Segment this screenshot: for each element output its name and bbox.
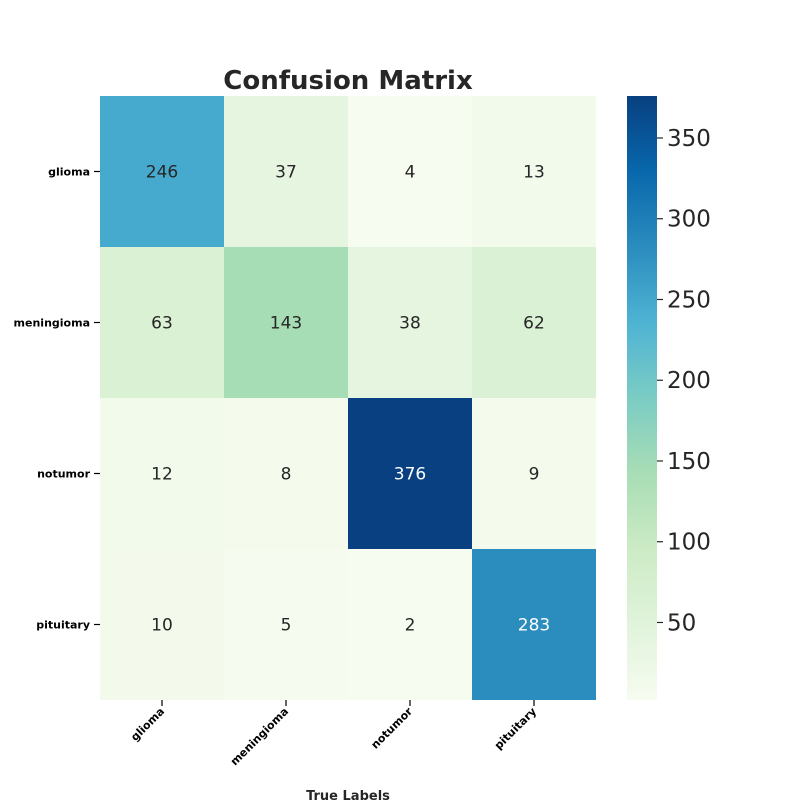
y-tick-label: notumor — [37, 468, 90, 481]
heatmap-cells: 246 37 4 13 63 143 38 62 12 8 376 9 10 5 2 283 — [100, 96, 596, 700]
heatmap-cell — [224, 96, 348, 247]
cell-value-label: 8 — [281, 465, 292, 485]
cell-value-label: 10 — [151, 616, 173, 636]
cell-value-label: 63 — [151, 314, 173, 334]
heatmap-cell — [348, 96, 472, 247]
heatmap-cell — [348, 398, 472, 549]
heatmap-cell — [224, 247, 348, 398]
chart-title: Confusion Matrix — [223, 66, 473, 96]
cell-value-label: 5 — [281, 616, 292, 636]
heatmap-cell — [100, 247, 224, 398]
cell-value-label: 4 — [405, 163, 416, 183]
cell-value-label: 246 — [146, 163, 178, 183]
heatmap-cell — [348, 549, 472, 700]
colorbar-tick-label: 50 — [667, 610, 696, 636]
cell-value-label: 37 — [275, 163, 297, 183]
cell-value-label: 376 — [394, 465, 426, 485]
colorbar-ticks: 50 100 150 200 250 300 350 — [657, 126, 711, 636]
x-axis-ticks: glioma meningioma notumor pituitary — [128, 700, 539, 768]
cell-value-label: 62 — [523, 314, 545, 334]
cell-value-label: 12 — [151, 465, 173, 485]
colorbar-tick-label: 200 — [667, 368, 711, 394]
heatmap-cell — [472, 549, 596, 700]
cell-value-label: 38 — [399, 314, 421, 334]
y-tick-label: glioma — [48, 166, 90, 179]
x-tick-label: glioma — [128, 705, 167, 744]
colorbar-tick-label: 250 — [667, 287, 711, 313]
heatmap-cell — [348, 247, 472, 398]
colorbar-tick-label: 300 — [667, 207, 711, 233]
heatmap-cell — [472, 96, 596, 247]
y-tick-label: pituitary — [36, 619, 90, 632]
heatmap-cell — [100, 549, 224, 700]
cell-value-label: 143 — [270, 314, 302, 334]
heatmap-cell — [100, 398, 224, 549]
x-axis-label: True Labels — [306, 789, 390, 800]
cell-value-label: 9 — [529, 465, 540, 485]
colorbar — [627, 96, 657, 700]
heatmap-cell — [224, 549, 348, 700]
heatmap-cell — [472, 247, 596, 398]
colorbar-tick-label: 100 — [667, 530, 711, 556]
colorbar-tick-label: 150 — [667, 449, 711, 475]
y-axis-ticks: glioma meningioma notumor pituitary — [14, 166, 100, 632]
cell-value-label: 13 — [523, 163, 545, 183]
heatmap-cell — [100, 96, 224, 247]
x-tick-label: pituitary — [492, 705, 539, 752]
x-tick-label: notumor — [369, 705, 416, 752]
colorbar-tick-label: 350 — [667, 126, 711, 152]
heatmap-cell — [224, 398, 348, 549]
heatmap-cell — [472, 398, 596, 549]
y-tick-label: meningioma — [14, 317, 90, 330]
cell-value-label: 2 — [405, 616, 416, 636]
cell-value-label: 283 — [518, 616, 550, 636]
x-tick-label: meningioma — [228, 705, 291, 768]
